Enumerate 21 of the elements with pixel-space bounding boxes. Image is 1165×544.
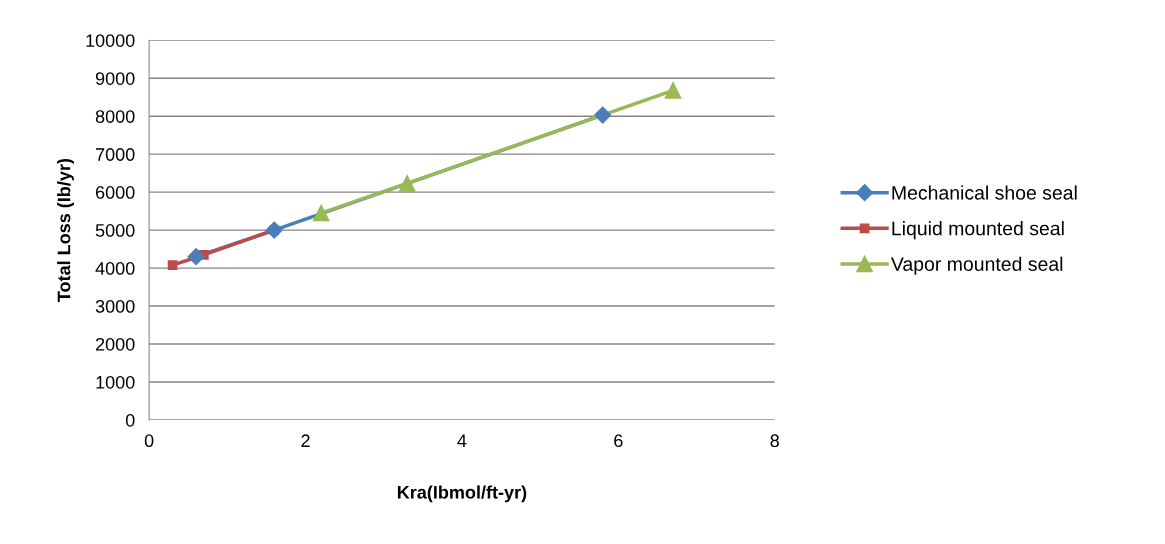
legend-label: Liquid mounted seal xyxy=(892,221,1064,240)
y-tick-label: 5000 xyxy=(95,224,135,237)
y-tick-label: 3000 xyxy=(95,299,135,313)
x-tick-label: 8 xyxy=(770,434,779,448)
y-tick-label: 8000 xyxy=(95,110,135,123)
y-tick-label: 2000 xyxy=(95,337,135,351)
y-tick-label: 4000 xyxy=(95,262,135,275)
x-tick-label: 2 xyxy=(301,434,310,447)
legend-label: Vapor mounted seal xyxy=(890,256,1063,275)
x-tick-label: 0 xyxy=(144,434,154,448)
y-axis-title: Total Loss (Ib/yr) xyxy=(57,158,74,302)
y-tick-label: 7000 xyxy=(95,148,135,161)
y-tick-label: 6000 xyxy=(95,186,135,199)
y-tick-label: 0 xyxy=(125,413,135,427)
y-tick-label: 1000 xyxy=(96,375,135,389)
y-tick-label: 10000 xyxy=(86,34,135,47)
legend-label: Mechanical shoe seal xyxy=(892,185,1077,200)
x-tick-label: 4 xyxy=(457,434,467,447)
x-axis-title: Kra(Ibmol/ft-yr) xyxy=(397,485,527,503)
x-tick-label: 6 xyxy=(614,434,623,448)
y-tick-label: 9000 xyxy=(95,72,135,85)
